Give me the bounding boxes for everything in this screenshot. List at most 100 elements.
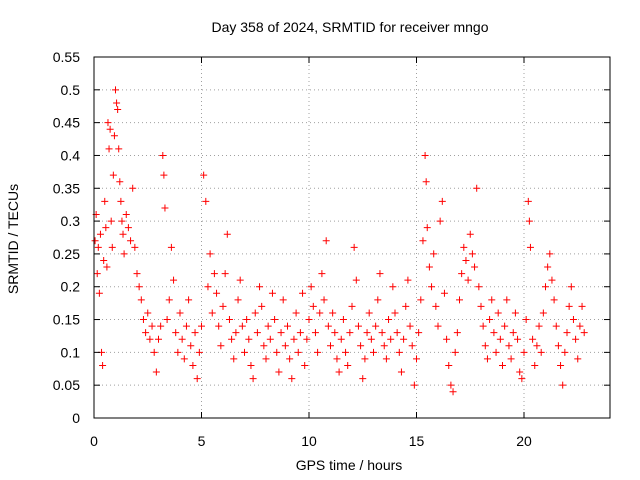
data-point — [492, 348, 500, 356]
x-tick-label: 0 — [90, 433, 98, 449]
data-point — [185, 296, 193, 304]
data-point — [402, 302, 410, 310]
data-point — [206, 250, 214, 258]
data-point — [281, 342, 289, 350]
data-point — [193, 375, 201, 383]
data-point — [499, 361, 506, 369]
data-point — [101, 197, 109, 205]
data-point — [245, 335, 253, 343]
data-point — [432, 302, 440, 310]
data-point — [152, 368, 160, 376]
data-point — [234, 296, 242, 304]
x-axis-ticks: 0 5 10 15 20 — [90, 57, 532, 449]
data-point — [91, 237, 99, 245]
data-point — [346, 329, 354, 337]
data-point — [296, 329, 304, 337]
data-point — [389, 283, 397, 291]
data-point — [546, 250, 554, 258]
data-point — [406, 322, 414, 330]
data-point — [473, 184, 481, 192]
data-point — [428, 283, 436, 291]
data-point — [94, 243, 102, 251]
data-point — [232, 329, 240, 337]
data-point — [357, 342, 365, 350]
data-point — [198, 322, 205, 330]
data-point — [279, 296, 287, 304]
data-point — [550, 296, 558, 304]
data-point — [522, 316, 530, 324]
data-point — [537, 348, 545, 356]
data-point — [354, 322, 362, 330]
data-point — [102, 224, 110, 232]
data-point — [449, 388, 457, 396]
data-point — [456, 296, 463, 304]
data-point — [505, 342, 513, 350]
y-tick-label: 0.3 — [61, 213, 81, 229]
data-point — [477, 302, 485, 310]
data-point — [423, 224, 431, 232]
data-point — [157, 322, 165, 330]
data-point — [531, 361, 539, 369]
data-point — [307, 283, 315, 291]
data-point — [503, 296, 511, 304]
data-point — [361, 355, 369, 363]
data-point — [107, 217, 115, 225]
data-point — [410, 381, 418, 389]
data-point — [479, 322, 487, 330]
data-point — [430, 250, 438, 258]
data-point — [539, 309, 547, 317]
data-point — [299, 289, 307, 297]
data-point — [118, 217, 126, 225]
data-point — [535, 322, 543, 330]
data-point — [578, 302, 586, 310]
data-point — [533, 342, 541, 350]
data-point — [376, 270, 384, 278]
data-point — [466, 230, 474, 238]
data-point — [453, 329, 461, 337]
data-point — [114, 106, 122, 114]
data-point — [352, 276, 360, 284]
data-point — [413, 355, 420, 363]
data-point — [170, 276, 178, 284]
y-tick-label: 0.55 — [53, 49, 80, 65]
data-point — [251, 309, 259, 317]
y-axis-label: SRMTID / TECUs — [5, 184, 21, 294]
data-point — [557, 361, 565, 369]
data-point — [561, 348, 569, 356]
data-point — [331, 329, 339, 337]
data-point — [161, 204, 169, 212]
data-point — [110, 132, 118, 140]
data-point — [359, 375, 367, 383]
x-tick-label: 15 — [409, 433, 425, 449]
data-point — [146, 335, 154, 343]
y-tick-label: 0.35 — [53, 180, 80, 196]
data-point — [106, 125, 114, 133]
data-point — [501, 322, 509, 330]
data-point — [120, 250, 128, 258]
data-point — [400, 335, 408, 343]
data-point — [337, 335, 345, 343]
data-point — [176, 309, 184, 317]
data-point — [333, 355, 341, 363]
data-point — [350, 243, 358, 251]
data-point — [142, 329, 150, 337]
data-point — [290, 335, 298, 343]
data-point — [217, 342, 225, 350]
data-point — [174, 348, 182, 356]
data-point — [567, 283, 575, 291]
data-point — [552, 322, 560, 330]
data-point — [100, 256, 108, 264]
data-point — [139, 316, 147, 324]
data-point — [451, 348, 459, 356]
data-point — [249, 375, 257, 383]
data-point — [404, 276, 412, 284]
data-point — [344, 361, 352, 369]
data-point — [189, 361, 197, 369]
data-point — [370, 348, 377, 356]
data-point — [241, 348, 248, 356]
data-point — [127, 237, 135, 245]
data-point — [542, 283, 549, 291]
data-point — [260, 342, 268, 350]
data-point — [311, 329, 319, 337]
